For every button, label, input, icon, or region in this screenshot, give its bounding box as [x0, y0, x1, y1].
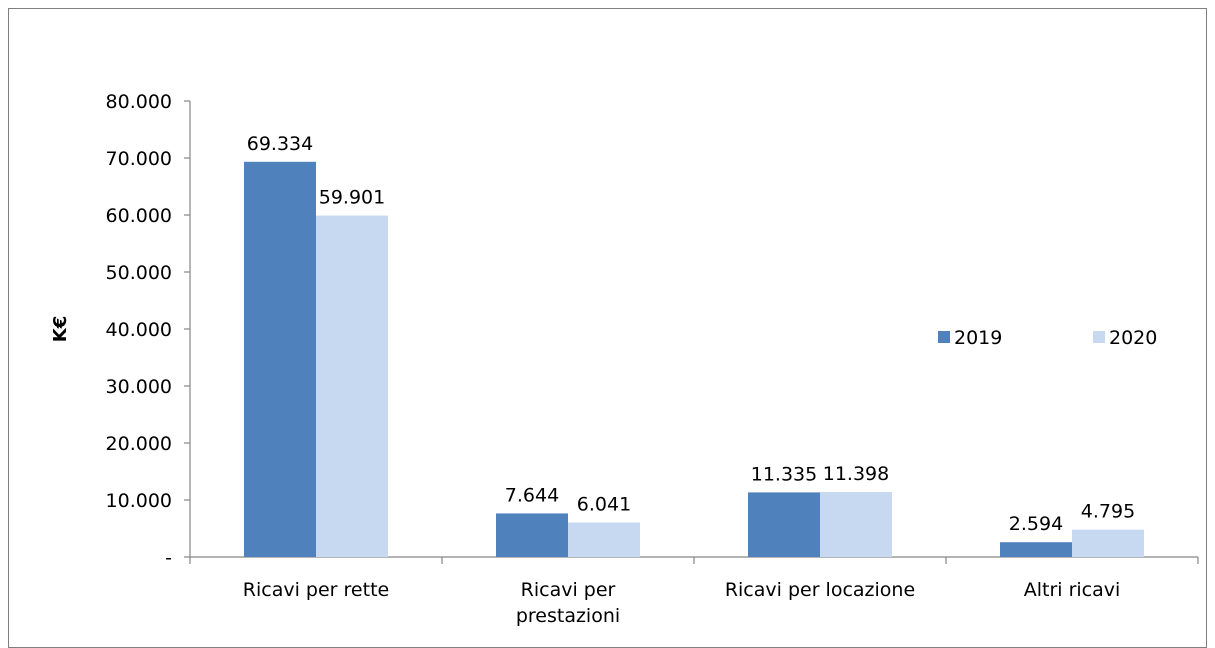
data-label: 11.335	[751, 463, 817, 485]
bar-2019-1	[496, 513, 568, 557]
bar-2019-3	[1000, 542, 1072, 557]
legend-label: 2019	[954, 327, 1002, 349]
x-category-label: Ricavi per	[521, 579, 616, 601]
bar-2020-3	[1072, 529, 1144, 557]
data-label: 11.398	[823, 463, 889, 485]
bar-2019-0	[244, 161, 316, 557]
legend-swatch-2019	[938, 331, 950, 343]
x-category-label: Ricavi per locazione	[725, 579, 915, 601]
data-label: 7.644	[505, 484, 559, 506]
y-tick-label: 40.000	[106, 319, 172, 341]
y-tick-label: 50.000	[106, 262, 172, 284]
y-tick-label: 60.000	[106, 205, 172, 227]
legend-swatch-2020	[1093, 331, 1105, 343]
legend-label: 2020	[1109, 327, 1157, 349]
bar-2020-2	[820, 492, 892, 557]
y-axis-title: K€	[50, 316, 71, 342]
bar-2019-2	[748, 492, 820, 557]
data-label: 6.041	[577, 494, 631, 516]
y-tick-label: 30.000	[106, 376, 172, 398]
y-tick-label: 80.000	[106, 91, 172, 113]
data-label: 4.795	[1081, 501, 1135, 523]
data-label: 59.901	[319, 187, 385, 209]
x-category-label: Ricavi per rette	[243, 579, 389, 601]
y-tick-label: -	[165, 547, 172, 569]
y-tick-label: 70.000	[106, 148, 172, 170]
bar-2020-1	[568, 522, 640, 557]
bar-2020-0	[316, 215, 388, 557]
data-label: 69.334	[247, 133, 313, 155]
x-category-label: prestazioni	[516, 605, 620, 627]
y-tick-label: 20.000	[106, 433, 172, 455]
x-category-label: Altri ricavi	[1024, 579, 1121, 601]
y-tick-label: 10.000	[106, 490, 172, 512]
data-label: 2.594	[1009, 513, 1063, 535]
